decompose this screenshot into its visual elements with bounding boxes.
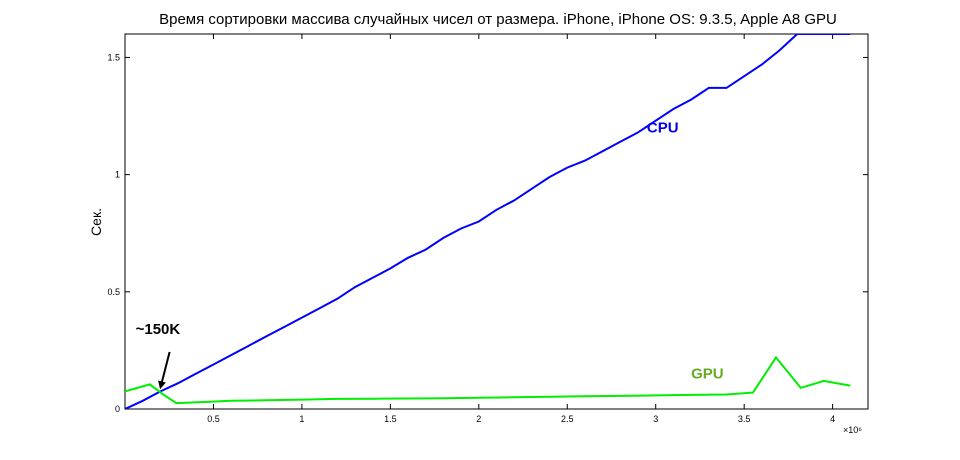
y-tick-label: 1.5: [107, 52, 120, 62]
series-lines: [125, 34, 851, 409]
annotations: CPU GPU ~150K: [136, 119, 724, 390]
x-axis-multiplier: ×10⁶: [843, 425, 862, 435]
x-tick-label: 1.5: [384, 414, 397, 424]
axis-ticks: 0.5 1 1.5 2 2.5 3 3.5 4 0 0.5 1 1.5: [107, 34, 868, 424]
annotation-150k: ~150K: [136, 321, 181, 338]
annotation-gpu: GPU: [691, 366, 724, 383]
chart-title: Время сортировки массива случайных чисел…: [159, 11, 837, 28]
annotation-cpu: CPU: [647, 119, 679, 136]
y-axis-label: Сек.: [88, 208, 104, 236]
x-tick-label: 1: [299, 414, 304, 424]
series-line-cpu: [125, 34, 851, 409]
x-tick-label: 3.5: [738, 414, 751, 424]
x-tick-label: 3: [653, 414, 658, 424]
y-tick-label: 0: [115, 404, 120, 414]
y-tick-label: 1: [115, 170, 120, 180]
series-line-gpu: [125, 355, 851, 405]
x-tick-label: 4: [830, 414, 835, 424]
x-tick-label: 2.5: [561, 414, 574, 424]
x-tick-label: 2: [476, 414, 481, 424]
y-tick-label: 0.5: [107, 287, 120, 297]
x-tick-label: 0.5: [207, 414, 220, 424]
annotation-arrow: [158, 351, 171, 390]
plot-area-frame: [124, 33, 869, 410]
